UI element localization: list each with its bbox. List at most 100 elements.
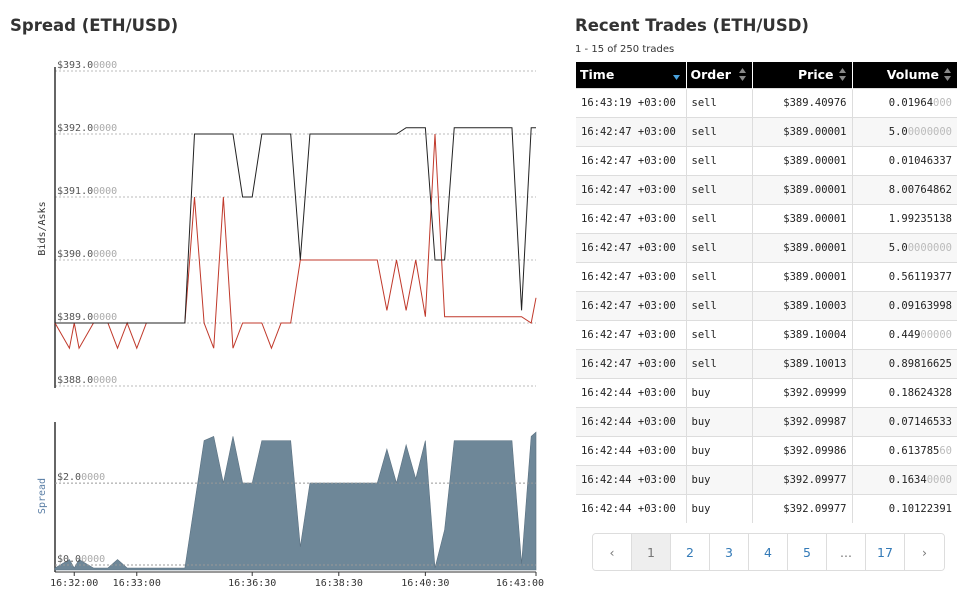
spread-tick-int: $0.0 — [57, 554, 81, 565]
trade-order: sell — [686, 203, 753, 233]
trade-time: 16:42:44 +03:00 — [576, 464, 687, 494]
price-tick-dec: 0000 — [93, 312, 117, 323]
trade-volume-value: 5.0 — [888, 125, 908, 138]
col-header-order[interactable]: Order — [686, 62, 753, 88]
sort-icon — [944, 68, 951, 81]
trade-volume-value: 1.99235138 — [888, 212, 952, 225]
trade-volume-padding: 00000 — [920, 328, 952, 341]
trades-table: Time Order Price Volume 16:43:19 +03:00 s… — [576, 62, 957, 523]
trade-price: $392.09977 — [752, 493, 853, 523]
trade-volume: 8.00764862 — [852, 174, 957, 204]
price-tick-label: $390.00000 — [57, 249, 117, 260]
trade-time: 16:42:47 +03:00 — [576, 348, 687, 378]
trade-volume-padding: 0000000 — [907, 241, 952, 254]
col-header-time[interactable]: Time — [576, 62, 687, 88]
spread-tick-dec: 0000 — [81, 472, 105, 483]
trade-time: 16:42:44 +03:00 — [576, 493, 687, 523]
trade-volume-value: 0.449 — [888, 328, 921, 341]
trade-price: $392.09987 — [752, 406, 853, 436]
trade-volume-padding: 000 — [933, 96, 952, 109]
trade-time: 16:42:47 +03:00 — [576, 319, 687, 349]
table-row: 16:42:47 +03:00 sell $389.00001 5.00000000 — [576, 232, 957, 262]
trade-price: $389.10004 — [752, 319, 853, 349]
time-tick-label: 16:38:30 — [315, 578, 363, 589]
col-header-price[interactable]: Price — [752, 62, 853, 88]
trade-volume: 0.89816625 — [852, 348, 957, 378]
trade-volume: 1.99235138 — [852, 203, 957, 233]
trade-price: $389.00001 — [752, 174, 853, 204]
trade-order: sell — [686, 348, 753, 378]
trade-price: $389.10003 — [752, 290, 853, 320]
trade-time: 16:43:19 +03:00 — [576, 87, 687, 117]
table-row: 16:42:44 +03:00 buy $392.09986 0.61378560 — [576, 435, 957, 465]
spread-tick-dec: 0000 — [81, 554, 105, 565]
price-tick-int: $391.0 — [57, 186, 93, 197]
spread-tick-label: $2.00000 — [57, 472, 105, 483]
trade-time: 16:42:47 +03:00 — [576, 174, 687, 204]
table-row: 16:42:47 +03:00 sell $389.00001 1.99235138 — [576, 203, 957, 233]
page-3-button[interactable]: 3 — [710, 534, 749, 570]
page-5-button[interactable]: 5 — [788, 534, 827, 570]
spread-chart: $393.00000$392.00000$391.00000$390.00000… — [37, 60, 544, 589]
trade-time: 16:42:44 +03:00 — [576, 406, 687, 436]
trade-volume: 0.01964000 — [852, 87, 957, 117]
sort-desc-icon — [672, 75, 680, 80]
table-row: 16:42:47 +03:00 sell $389.10013 0.89816625 — [576, 348, 957, 378]
trade-volume-padding: 0000 — [926, 473, 952, 486]
trade-volume-value: 0.01046337 — [888, 154, 952, 167]
trade-order: sell — [686, 174, 753, 204]
page-ellipsis: ... — [827, 534, 866, 570]
spread-area — [54, 431, 537, 571]
price-tick-label: $392.00000 — [57, 123, 117, 134]
trade-volume: 0.56119377 — [852, 261, 957, 291]
table-row: 16:42:47 +03:00 sell $389.00001 0.56119377 — [576, 261, 957, 291]
trade-price: $389.00001 — [752, 116, 853, 146]
page-17-button[interactable]: 17 — [866, 534, 905, 570]
trade-time: 16:42:47 +03:00 — [576, 290, 687, 320]
trade-price: $389.10013 — [752, 348, 853, 378]
trade-volume-value: 0.09163998 — [888, 299, 952, 312]
page-1-button[interactable]: 1 — [632, 534, 671, 570]
table-row: 16:42:47 +03:00 sell $389.00001 5.00000000 — [576, 116, 957, 146]
trade-time: 16:42:47 +03:00 — [576, 145, 687, 175]
trade-volume-padding: 0000000 — [907, 125, 952, 138]
asks-line — [55, 127, 536, 324]
trade-volume: 0.10122391 — [852, 493, 957, 523]
price-tick-label: $389.00000 — [57, 312, 117, 323]
table-row: 16:42:47 +03:00 sell $389.10004 0.44900000 — [576, 319, 957, 349]
price-tick-label: $388.00000 — [57, 375, 117, 386]
prev-page-button[interactable]: ‹ — [593, 534, 632, 570]
price-tick-int: $393.0 — [57, 60, 93, 71]
price-tick-label: $391.00000 — [57, 186, 117, 197]
trade-order: sell — [686, 290, 753, 320]
page-2-button[interactable]: 2 — [671, 534, 710, 570]
spread-axis-label: Spread — [37, 478, 48, 514]
trade-price: $392.09986 — [752, 435, 853, 465]
col-header-order-label: Order — [690, 67, 731, 83]
trade-price: $389.00001 — [752, 261, 853, 291]
trade-order: sell — [686, 261, 753, 291]
trade-price: $389.00001 — [752, 232, 853, 262]
trade-time: 16:42:47 +03:00 — [576, 203, 687, 233]
table-row: 16:42:47 +03:00 sell $389.00001 0.01046337 — [576, 145, 957, 175]
col-header-volume[interactable]: Volume — [852, 62, 957, 88]
trade-time: 16:42:47 +03:00 — [576, 261, 687, 291]
trade-volume-value: 0.89816625 — [888, 357, 952, 370]
trade-volume-value: 8.00764862 — [888, 183, 952, 196]
price-tick-dec: 0000 — [93, 123, 117, 134]
trade-time: 16:42:47 +03:00 — [576, 232, 687, 262]
trade-order: buy — [686, 464, 753, 494]
trade-volume-value: 0.07146533 — [888, 415, 952, 428]
time-tick-label: 16:36:30 — [228, 578, 276, 589]
page-4-button[interactable]: 4 — [749, 534, 788, 570]
col-header-time-label: Time — [580, 67, 615, 83]
trade-order: buy — [686, 406, 753, 436]
trade-volume: 0.09163998 — [852, 290, 957, 320]
trade-time: 16:42:44 +03:00 — [576, 435, 687, 465]
time-tick-label: 16:40:30 — [401, 578, 449, 589]
table-row: 16:42:47 +03:00 sell $389.00001 8.00764862 — [576, 174, 957, 204]
trade-volume-padding: 60 — [939, 444, 952, 457]
next-page-button[interactable]: › — [905, 534, 944, 570]
trade-time: 16:42:47 +03:00 — [576, 116, 687, 146]
trade-volume-value: 0.01964 — [888, 96, 934, 109]
